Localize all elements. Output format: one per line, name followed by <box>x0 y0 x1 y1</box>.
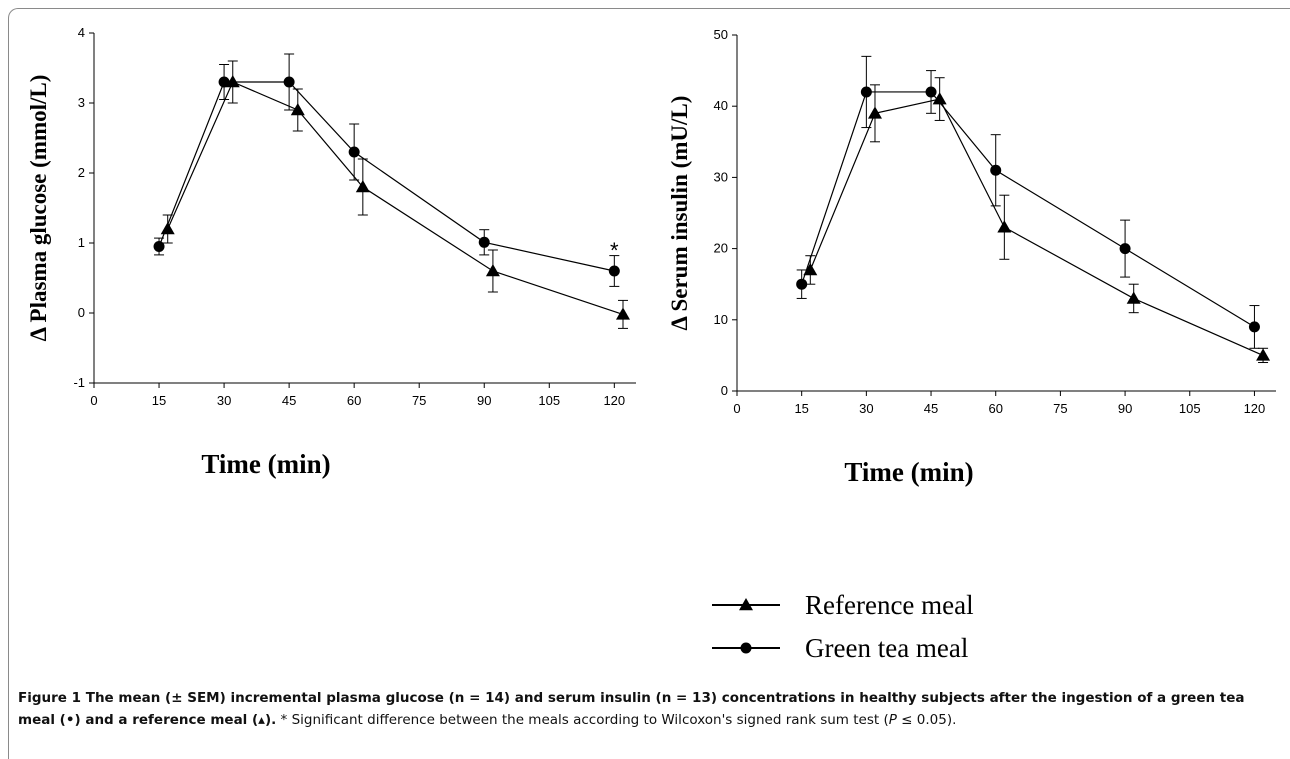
y-tick-label: 10 <box>714 312 728 327</box>
data-point-green_tea <box>990 164 1002 176</box>
y-tick-label: 40 <box>714 98 728 113</box>
data-point-reference <box>290 103 305 116</box>
x-tick-label: 105 <box>538 393 560 408</box>
x-tick-label: 90 <box>1118 401 1132 416</box>
x-tick-label: 0 <box>90 393 97 408</box>
y-axis-label: Δ Serum insulin (mU/L) <box>667 96 692 331</box>
x-tick-label: 15 <box>152 393 166 408</box>
legend-label-reference: Reference meal <box>805 590 974 620</box>
series-line-green_tea <box>158 81 615 272</box>
x-tick-label: 120 <box>1244 401 1266 416</box>
data-point-green_tea <box>478 236 490 248</box>
glucose-chart: -1 0 1 2 3 4 0 15 30 45 60 75 90 105 120 Δ Plasma gluco… <box>26 25 636 479</box>
x-tick-label: 105 <box>1179 401 1201 416</box>
y-tick-label: 0 <box>78 305 85 320</box>
caption-text-end: ≤ 0.05). <box>896 712 957 728</box>
series-line-reference <box>167 81 624 315</box>
data-point-reference <box>355 180 370 193</box>
insulin-chart: 0 10 20 30 40 50 0 15 30 45 60 75 90 105 120 Δ Serum in… <box>667 27 1276 487</box>
data-point-green_tea <box>796 278 808 290</box>
data-point-reference <box>160 222 175 235</box>
x-tick-label: 120 <box>603 393 625 408</box>
series-line-green_tea <box>801 91 1255 328</box>
data-point-reference <box>803 262 818 276</box>
figure-caption: Figure 1 The mean (± SEM) incremental pl… <box>18 687 1280 731</box>
significance-marker: * <box>610 238 619 263</box>
data-point-green_tea <box>348 146 360 158</box>
y-axis-label: Δ Plasma glucose (mmol/L) <box>26 75 51 342</box>
y-tick-label: 1 <box>78 235 85 250</box>
y-tick-label: 30 <box>714 169 728 184</box>
data-point-reference <box>1256 348 1271 361</box>
series-green_tea <box>796 55 1260 349</box>
x-tick-label: 90 <box>477 393 491 408</box>
series-reference <box>803 77 1271 364</box>
series-line-reference <box>809 98 1264 356</box>
y-tick-label: -1 <box>73 375 85 390</box>
x-tick-label: 75 <box>412 393 426 408</box>
x-tick-label: 60 <box>988 401 1002 416</box>
series-reference <box>160 60 630 329</box>
caption-text: * Significant difference between the mea… <box>276 712 889 728</box>
caption-title: Figure 1 The mean (± SEM) incremental pl… <box>18 690 1245 728</box>
y-tick-label: 0 <box>721 383 728 398</box>
data-point-reference <box>932 92 947 105</box>
data-point-reference <box>997 220 1012 233</box>
x-axis-label: Time (min) <box>844 457 973 487</box>
data-point-reference <box>615 307 630 320</box>
series-green_tea <box>153 53 620 287</box>
x-tick-label: 75 <box>1053 401 1067 416</box>
legend: Reference meal Green tea meal <box>712 590 974 663</box>
data-point-green_tea <box>608 265 620 277</box>
x-tick-label: 45 <box>924 401 938 416</box>
data-point-green_tea <box>860 86 872 98</box>
x-tick-label: 30 <box>217 393 231 408</box>
x-axis-label: Time (min) <box>201 449 330 479</box>
data-point-green_tea <box>283 76 295 88</box>
x-tick-label: 30 <box>859 401 873 416</box>
data-point-green_tea <box>218 76 230 88</box>
legend-marker-green_tea <box>740 642 752 654</box>
data-point-green_tea <box>153 241 165 252</box>
caption-p-symbol: P <box>888 712 897 728</box>
data-point-green_tea <box>1248 321 1260 333</box>
data-point-reference <box>1126 291 1141 304</box>
x-tick-label: 45 <box>282 393 296 408</box>
data-point-reference <box>225 75 240 88</box>
x-tick-label: 60 <box>347 393 361 408</box>
y-tick-label: 2 <box>78 165 85 180</box>
data-point-green_tea <box>1119 243 1131 255</box>
x-tick-label: 0 <box>733 401 740 416</box>
data-point-reference <box>867 106 882 119</box>
y-tick-label: 4 <box>78 25 85 40</box>
legend-marker-reference <box>739 598 753 611</box>
x-tick-label: 15 <box>794 401 808 416</box>
y-tick-label: 3 <box>78 95 85 110</box>
y-tick-label: 20 <box>714 241 728 256</box>
data-point-reference <box>485 264 500 277</box>
figure-frame <box>8 8 1290 759</box>
data-point-green_tea <box>925 86 937 98</box>
legend-label-green_tea: Green tea meal <box>805 633 968 663</box>
y-tick-label: 50 <box>714 27 728 42</box>
